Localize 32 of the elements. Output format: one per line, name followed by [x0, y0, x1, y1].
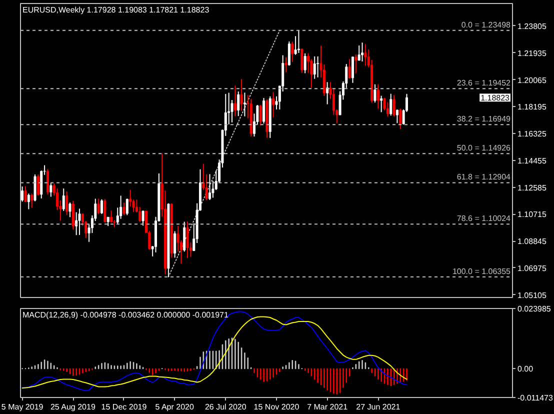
- ref-line-label: 100.0 = 1.06355: [452, 266, 512, 276]
- ref-line-label: 78.6 = 1.10024: [456, 214, 512, 224]
- y-tick-label: 1.16325: [518, 130, 547, 139]
- y-tick-label: 1.20065: [518, 76, 547, 85]
- ref-line-label: 50.0 = 1.14926: [456, 144, 512, 153]
- y-tick-label: 1.21935: [518, 48, 547, 58]
- y-tick-label: 1.12585: [518, 183, 547, 192]
- annotation: 1.18823: [480, 94, 510, 103]
- x-tick-label: 27 Jun 2021: [356, 402, 401, 412]
- ref-line-label: 23.6 = 1.19452: [456, 78, 512, 88]
- ref-line-label: 61.8 = 1.12904: [456, 172, 512, 182]
- x-tick-label: 15 Nov 2020: [254, 402, 300, 412]
- chart-title: EURUSD,Weekly 1.17928 1.19083 1.17821 1.18823: [22, 6, 210, 14]
- ref-line-label: 0.0 = 1.23498: [461, 20, 512, 30]
- y-tick-label: 1.14455: [518, 156, 547, 166]
- y-tick-label: 1.06975: [518, 264, 547, 273]
- x-tick-label: 5 Apr 2020: [155, 402, 194, 412]
- y-tick-label: 1.10715: [518, 210, 547, 220]
- x-tick-label: 7 Mar 2021: [307, 402, 348, 412]
- y-tick-label: 1.05105: [518, 290, 547, 300]
- x-tick-label: 5 May 2019: [1, 402, 44, 412]
- x-tick-label: 15 Dec 2019: [101, 402, 148, 412]
- y-tick-label: 0.023985: [518, 304, 552, 314]
- y-tick-label: 1.08845: [518, 237, 547, 246]
- ref-line-label: 38.2 = 1.16949: [456, 114, 512, 124]
- y-tick-label: 0.00: [518, 364, 534, 374]
- y-tick-label: 1.18195: [518, 102, 547, 112]
- y-tick-label: 1.23805: [518, 22, 547, 31]
- y-tick-label: -0.011473: [518, 394, 554, 402]
- x-tick-label: 25 Aug 2019: [50, 402, 96, 412]
- chart-title: MACD(12,26,9) -0.004978 -0.003462 0.000000 -0.001971: [22, 310, 229, 320]
- x-tick-label: 26 Jul 2020: [204, 402, 247, 412]
